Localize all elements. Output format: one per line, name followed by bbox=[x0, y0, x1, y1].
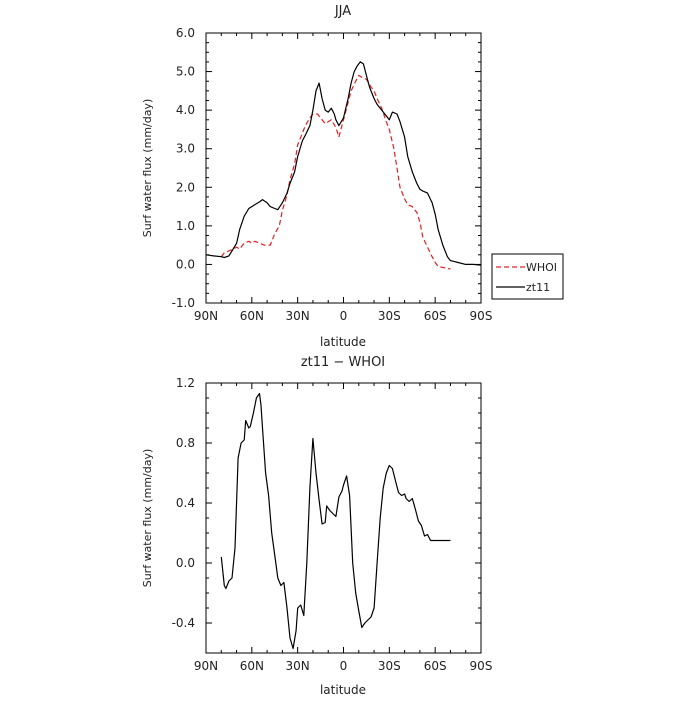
bottom-panel-ytick-label: -0.4 bbox=[172, 616, 195, 630]
bottom-panel-xtick-label: 90N bbox=[194, 659, 218, 673]
top-panel-ytick-label: 2.0 bbox=[176, 180, 195, 194]
top-panel-ytick-label: 6.0 bbox=[176, 26, 195, 40]
bottom-panel-ylabel: Surf water flux (mm/day) bbox=[141, 449, 154, 588]
top-panel-series-whoi bbox=[220, 74, 451, 270]
bottom-panel-ytick-label: 0.4 bbox=[176, 496, 195, 510]
top-panel-ytick-label: 1.0 bbox=[176, 219, 195, 233]
bottom-panel-series bbox=[220, 392, 451, 650]
legend-box bbox=[491, 253, 564, 300]
top-panel-xtick-label: 30S bbox=[378, 309, 401, 323]
top-panel-series-zt11 bbox=[205, 61, 482, 266]
top-panel-xtick-label: 30N bbox=[286, 309, 310, 323]
top-panel-xtick-label: 0 bbox=[340, 309, 348, 323]
bottom-panel-title: zt11 − WHOI bbox=[301, 355, 385, 370]
top-panel-xlabel: latitude bbox=[320, 335, 366, 349]
bottom-panel-series-line-0 bbox=[220, 392, 451, 650]
top-panel-ylabel: Surf water flux (mm/day) bbox=[141, 99, 154, 238]
top-panel-xtick-label: 90N bbox=[194, 309, 218, 323]
top-panel-xtick-label: 90S bbox=[470, 309, 493, 323]
top-panel-ytick-label: 3.0 bbox=[176, 142, 195, 156]
bottom-panel-ytick-label: 1.2 bbox=[176, 376, 195, 390]
top-panel-ytick-label: -1.0 bbox=[172, 296, 195, 310]
top-panel-series bbox=[205, 61, 482, 270]
top-panel-ticks: 90N 60N 30N 0 30S 60S 90S -1.0 0.0 1.0 2.0 3.0 4.0 5.… bbox=[172, 26, 493, 323]
legend-label-whoi: WHOI bbox=[526, 261, 557, 274]
bottom-panel-xtick-label: 90S bbox=[470, 659, 493, 673]
top-panel-ytick-label: 4.0 bbox=[176, 103, 195, 117]
legend: WHOI zt11 bbox=[491, 253, 564, 300]
bottom-panel-ytick-label: 0.8 bbox=[176, 436, 195, 450]
top-panel-ytick-label: 5.0 bbox=[176, 65, 195, 79]
bottom-panel-xtick-label: 60S bbox=[424, 659, 447, 673]
bottom-panel-ticks: 90N 60N 30N 0 30S 60S 90S -0.4 0.0 0.4 0.8 1.2 bbox=[172, 376, 493, 673]
bottom-panel-xtick-label: 0 bbox=[340, 659, 348, 673]
legend-label-zt11: zt11 bbox=[526, 281, 550, 294]
bottom-panel-xtick-label: 60N bbox=[240, 659, 264, 673]
bottom-panel-ytick-label: 0.0 bbox=[176, 556, 195, 570]
top-panel-xtick-label: 60S bbox=[424, 309, 447, 323]
bottom-panel-xtick-label: 30S bbox=[378, 659, 401, 673]
top-panel-title: JJA bbox=[334, 4, 351, 19]
bottom-panel-xtick-label: 30N bbox=[286, 659, 310, 673]
top-panel: JJA Surf water flux (mm/day) latitude 90… bbox=[141, 4, 564, 349]
bottom-panel: zt11 − WHOI Surf water flux (mm/day) lat… bbox=[141, 355, 492, 697]
top-panel-xtick-label: 60N bbox=[240, 309, 264, 323]
top-panel-ytick-label: 0.0 bbox=[176, 257, 195, 271]
bottom-panel-xlabel: latitude bbox=[320, 683, 366, 697]
